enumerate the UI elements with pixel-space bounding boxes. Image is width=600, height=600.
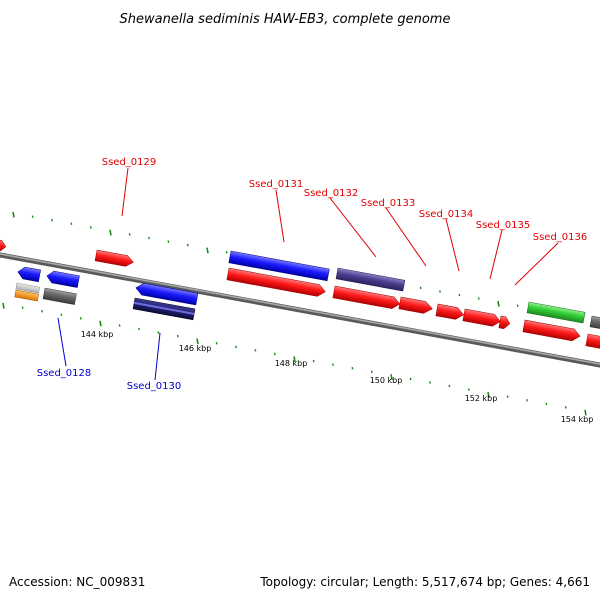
- gene-arrow-0130: [135, 283, 199, 306]
- gene-bar-0130-navy: [132, 297, 196, 321]
- gene-label-group: Ssed_0129 Ssed_0131 Ssed_0132 Ssed_0133 …: [37, 157, 588, 392]
- scale-label-154: 154 kbp: [561, 415, 594, 424]
- gene-arrow-edge-right: [585, 333, 600, 349]
- scale-label-group: 144 kbp 146 kbp 148 kbp 150 kbp 152 kbp …: [81, 330, 594, 424]
- gene-bar-edge-gray: [589, 315, 600, 330]
- gene-label-ssed-0136: Ssed_0136: [533, 232, 588, 243]
- major-tick: [293, 356, 296, 363]
- major-tick: [109, 229, 112, 236]
- major-tick: [12, 211, 15, 218]
- gene-bar-orange: [14, 289, 39, 302]
- major-tick: [196, 338, 199, 345]
- gene-arrow-0135: [462, 308, 501, 327]
- reverse-scale-ticks: [2, 302, 587, 416]
- gene-features: [0, 238, 600, 349]
- genome-backbone: [0, 252, 600, 368]
- gene-label-ssed-0133: Ssed_0133: [361, 198, 416, 209]
- gene-arrow-0131: [226, 267, 326, 297]
- gene-arrow-0129: [94, 249, 134, 267]
- gene-bar-0136-green: [526, 301, 586, 324]
- gene-arrow-edge: [0, 238, 7, 252]
- major-tick: [390, 374, 393, 380]
- map-title: Shewanella sediminis HAW-EB3, complete g…: [120, 12, 451, 27]
- scale-label-152: 152 kbp: [465, 394, 498, 403]
- gene-bar-silver: [15, 282, 40, 294]
- gene-bar-0132-rna: [335, 267, 406, 292]
- gene-callouts: [57, 167, 559, 381]
- gene-label-ssed-0128: Ssed_0128: [37, 368, 92, 379]
- scale-label-144: 144 kbp: [81, 330, 114, 339]
- gene-label-ssed-0130: Ssed_0130: [127, 381, 182, 392]
- scale-label-146: 146 kbp: [179, 344, 212, 353]
- scale-label-148: 148 kbp: [275, 359, 308, 368]
- gene-arrow-0128-b: [46, 270, 80, 288]
- genome-summary-text: Topology: circular; Length: 5,517,674 bp…: [259, 575, 590, 589]
- gene-label-ssed-0134: Ssed_0134: [419, 209, 474, 220]
- gene-arrow-0132: [332, 285, 401, 309]
- major-tick: [487, 391, 490, 398]
- gene-bar-pseudo: [42, 287, 77, 305]
- gene-label-ssed-0131: Ssed_0131: [249, 179, 304, 190]
- gene-label-ssed-0132: Ssed_0132: [304, 188, 359, 199]
- scale-label-150: 150 kbp: [370, 376, 403, 385]
- gene-arrow-0136: [522, 319, 581, 342]
- major-tick: [206, 247, 209, 254]
- major-tick: [497, 300, 500, 307]
- gene-label-ssed-0129: Ssed_0129: [102, 157, 157, 168]
- gene-arrow-0128-a: [17, 266, 41, 283]
- major-tick: [584, 409, 587, 416]
- gene-bar-0131-blue: [228, 250, 330, 282]
- major-tick: [99, 320, 102, 327]
- gene-arrow-0134: [435, 303, 464, 320]
- gene-label-ssed-0135: Ssed_0135: [476, 220, 531, 231]
- gene-arrow-0133: [398, 296, 433, 314]
- accession-text: Accession: NC_009831: [9, 575, 145, 589]
- gene-arrow-small: [498, 315, 511, 329]
- major-tick: [2, 302, 5, 309]
